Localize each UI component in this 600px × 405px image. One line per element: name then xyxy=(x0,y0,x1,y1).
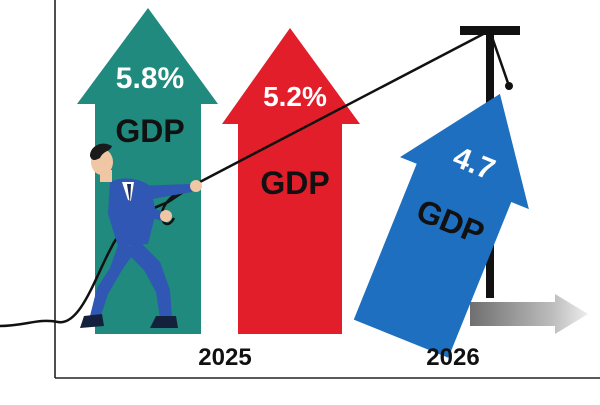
pull-rope xyxy=(0,28,492,328)
teal-arrow-gdp-label: GDP xyxy=(115,113,184,149)
year-label-2025: 2025 xyxy=(198,344,251,371)
blue-gdp-arrow: 4.7 GDP xyxy=(353,93,529,358)
teal-gdp-arrow: 5.8% GDP xyxy=(77,8,218,334)
red-arrow-percent: 5.2% xyxy=(263,81,327,112)
ground-shadow-arrow xyxy=(470,294,588,334)
hanging-rope xyxy=(489,33,511,87)
red-gdp-arrow: 5.2% GDP xyxy=(222,28,360,334)
year-label-2026: 2026 xyxy=(426,344,479,371)
rope-knot xyxy=(505,82,513,90)
red-arrow-gdp-label: GDP xyxy=(260,165,329,201)
businessman-figure xyxy=(80,143,202,328)
teal-arrow-percent: 5.8% xyxy=(116,62,184,95)
